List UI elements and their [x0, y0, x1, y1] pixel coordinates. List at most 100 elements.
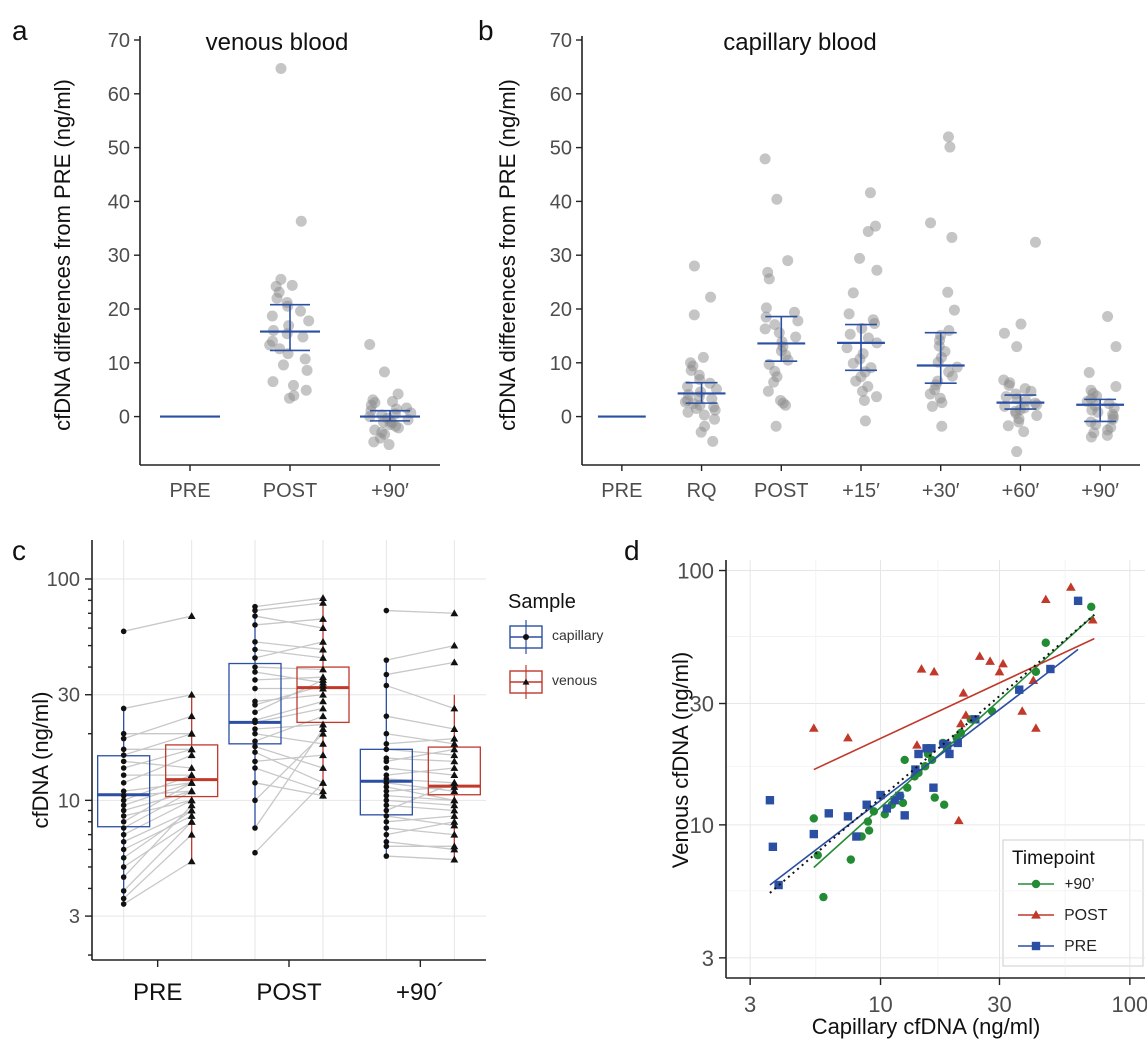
panel-c-pair-line-post-16 — [254, 723, 324, 730]
panel-d-point-post-16 — [1017, 706, 1028, 715]
panel-c-pair-line-post-17 — [254, 733, 324, 745]
b-point-post-12 — [790, 331, 802, 343]
panel-d-point-post-13 — [1040, 594, 1051, 604]
b-point-90-23 — [1085, 431, 1097, 443]
panel-c-pair-line-90-3 — [386, 684, 455, 710]
panel-label-c: c — [12, 535, 26, 566]
panel-c-pair-line-90-2 — [386, 661, 455, 676]
panel-c-point-venous-post-1 — [319, 598, 327, 606]
b-point-rq-25 — [709, 413, 721, 425]
a-y-tick-label-10: 10 — [108, 353, 130, 375]
panel-c-pair-line-pre-3 — [123, 715, 192, 740]
panel-d-point-post-9 — [985, 656, 995, 665]
panel-d-legend: Timepoint +90’ POST PRE — [1002, 839, 1144, 967]
panel-c-point-venous-pre-18 — [187, 796, 196, 804]
b-point-rq-27 — [695, 426, 707, 438]
panel-c-point-venous-pre-21 — [187, 806, 196, 814]
a-y-tick-label-20: 20 — [108, 299, 130, 321]
panel-d-x-axis-title: Capillary cfDNA (ng/ml) — [812, 1014, 1041, 1039]
b-point-post-10 — [759, 323, 771, 335]
panel-d-point-90-24 — [864, 826, 874, 835]
a-x-tick-label-pre: PRE — [169, 480, 210, 502]
panel-c-point-capillary-post-12 — [252, 702, 258, 708]
b-point-rq-22 — [709, 404, 721, 416]
panel-c-point-capillary-post-18 — [252, 738, 258, 745]
panel-c-point-venous-90-3 — [450, 704, 459, 712]
panel-c-pair-line-post-11 — [254, 694, 324, 703]
b-point-15-5 — [847, 287, 859, 299]
panel-c-point-capillary-post-13 — [252, 709, 258, 716]
panel-d-point-90-25 — [900, 755, 909, 765]
b-point-90-0 — [1102, 311, 1114, 323]
b-point-rq-21 — [690, 403, 702, 415]
a-point-post-22 — [301, 364, 313, 376]
panel-c-legend-key-venous-marker — [522, 678, 530, 685]
panel-d-point-pre-3 — [809, 829, 819, 839]
panel-c-point-venous-pre-12 — [187, 771, 196, 779]
panel-c-point-venous-pre-7 — [187, 745, 196, 753]
b-point-90-22 — [1101, 429, 1113, 441]
panel-c-point-capillary-post-10 — [252, 685, 258, 692]
panel-c-pair-line-pre-26 — [123, 860, 193, 905]
a-point-90-22 — [368, 436, 380, 448]
panel-c-point-capillary-90-24 — [383, 838, 390, 845]
panel-a-y-axis-title: cfDNA differences from PRE (ng/ml) — [50, 79, 75, 431]
a-point-90-27 — [390, 403, 402, 415]
panel-c-pair-line-pre-25 — [123, 834, 193, 900]
panel-c-pair-line-90-11 — [386, 767, 455, 776]
panel-c-point-venous-90-20 — [450, 821, 459, 829]
panel-d-point-post-5 — [953, 815, 964, 825]
panel-c-pair-line-90-13 — [386, 782, 455, 792]
panel-d-point-90-2 — [813, 850, 822, 860]
panel-d-legend-marker-90 — [1031, 879, 1041, 889]
b-x-tick-label-rq: RQ — [687, 480, 717, 502]
legend-label-capillary: capillary — [552, 627, 603, 643]
panel-c-point-venous-post-19 — [319, 764, 327, 771]
b-point-15-8 — [869, 318, 881, 330]
panel-d-fit-line-post — [813, 637, 1095, 771]
panel-d-point-post-2 — [912, 740, 922, 749]
a-point-90-0 — [364, 338, 376, 350]
panel-c-pair-line-pre-9 — [123, 754, 192, 784]
b-point-post-5 — [760, 302, 772, 314]
panel-d-point-pre-11 — [895, 791, 904, 801]
panel-c-pair-line-post-8 — [254, 671, 324, 684]
panel-c-point-capillary-90-21 — [383, 818, 390, 825]
panel-c-pair-line-90-12 — [386, 778, 455, 784]
b-point-30-22 — [926, 400, 938, 412]
panel-c-point-venous-post-24 — [319, 729, 327, 737]
b-point-30-23 — [936, 420, 948, 432]
b-point-15-23 — [871, 391, 883, 403]
panel-b-title: capillary blood — [723, 29, 876, 56]
panel-d-point-post-14 — [1066, 582, 1076, 591]
panel-c-point-venous-pre-9 — [187, 751, 196, 759]
a-point-90-17 — [392, 422, 404, 434]
panel-c-point-capillary-pre-0 — [120, 628, 127, 635]
panel-c-point-capillary-90-4 — [383, 713, 390, 719]
b-point-60-20 — [1031, 410, 1043, 422]
panel-d-point-90-28 — [956, 728, 966, 738]
panel-c-point-capillary-pre-12 — [120, 797, 127, 804]
panel-c-point-venous-90-25 — [450, 842, 459, 850]
panel-d-y-tick-label-10: 10 — [690, 813, 714, 838]
a-y-tick-label-30: 30 — [108, 245, 130, 267]
panel-d-point-pre-24 — [927, 744, 936, 753]
panel-c-point-capillary-90-20 — [383, 813, 390, 819]
panel-c-point-capillary-post-1 — [252, 607, 258, 614]
panel-c-pair-line-pre-10 — [123, 782, 192, 792]
panel-c-pair-line-90-26 — [386, 855, 455, 861]
panel-c-point-venous-post-25 — [319, 725, 327, 732]
panel-c-point-venous-pre-0 — [187, 612, 196, 619]
panel-c-point-venous-90-16 — [450, 796, 459, 804]
b-point-30-13 — [951, 361, 963, 373]
panel-d-point-post-4 — [929, 666, 939, 676]
b-point-post-0 — [759, 153, 771, 165]
panel-c-y-tick-label-30: 30 — [58, 685, 80, 707]
panel-c-point-capillary-pre-10 — [120, 788, 127, 794]
panel-c-point-venous-90-18 — [450, 806, 459, 814]
panel-c-point-capillary-pre-1 — [120, 705, 127, 712]
panel-label-a: a — [12, 15, 28, 46]
b-point-15-25 — [859, 415, 871, 427]
panel-c-point-venous-90-0 — [450, 609, 459, 617]
panel-c-point-capillary-post-5 — [252, 646, 258, 653]
